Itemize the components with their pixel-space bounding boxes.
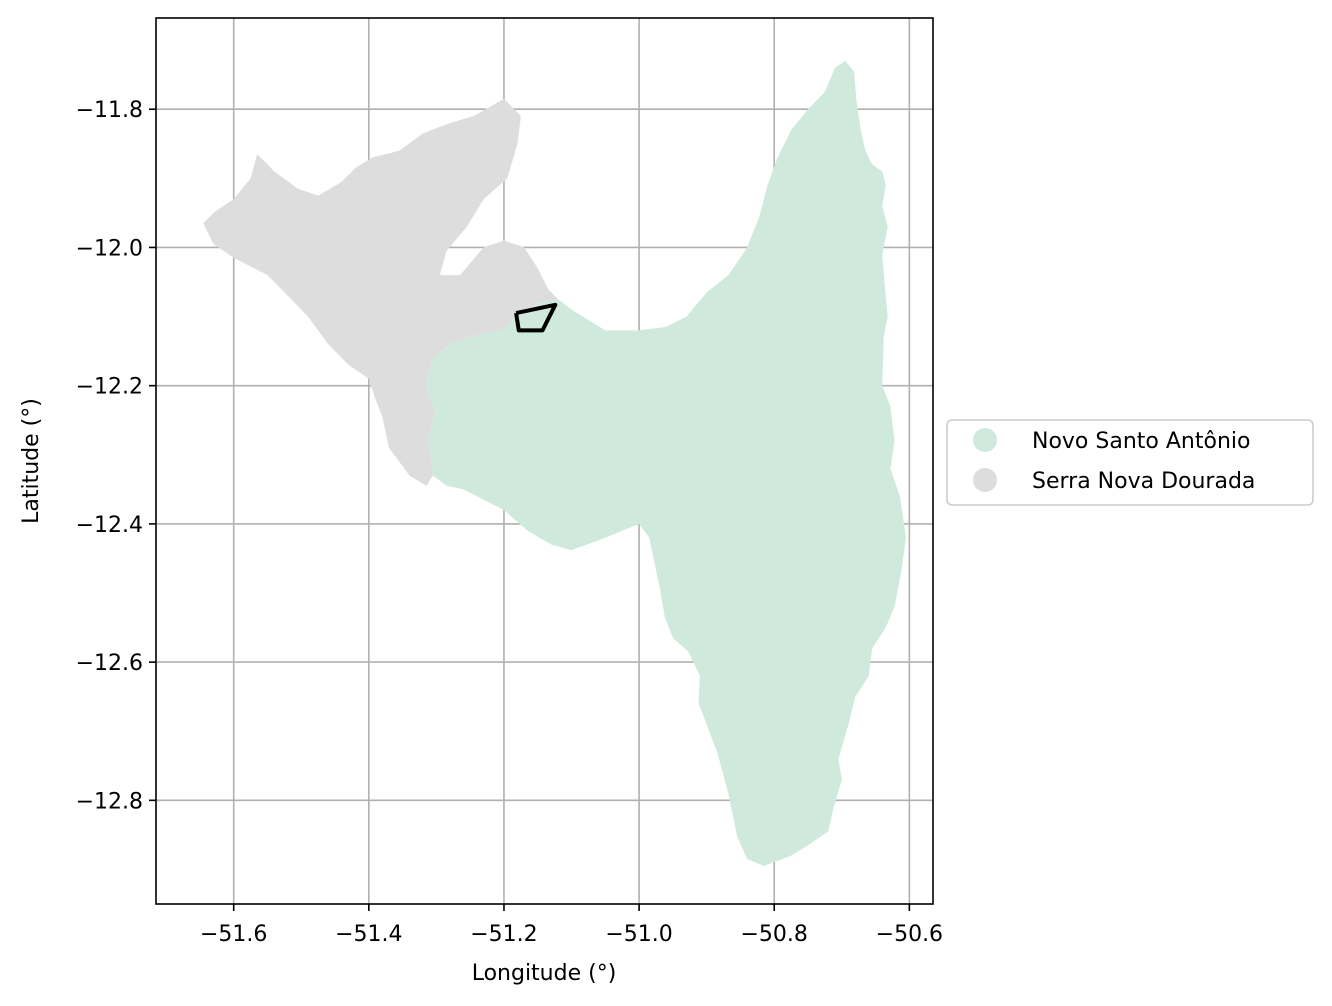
legend-marker-novo-santo-antonio: [973, 428, 997, 452]
x-tick-label: −51.6: [200, 922, 267, 947]
region-serra-nova-dourada: [203, 98, 559, 486]
legend-frame: [946, 419, 1314, 506]
y-tick-label: −12.6: [76, 651, 143, 676]
x-tick-label: −51.0: [605, 922, 672, 947]
y-axis-ticks: −11.8 −12.0 −12.2 −12.4 −12.6 −12.8: [76, 98, 156, 814]
map-regions: [203, 60, 906, 867]
region-novo-santo-antonio: [426, 60, 906, 867]
y-tick-label: −12.8: [76, 789, 143, 814]
x-tick-label: −51.2: [470, 922, 537, 947]
x-axis-ticks: −51.6 −51.4 −51.2 −51.0 −50.8 −50.6: [200, 904, 943, 947]
plot-area: −51.6 −51.4 −51.2 −51.0 −50.8 −50.6 −11.8 −12.…: [76, 17, 943, 947]
legend-label-serra-nova-dourada: Serra Nova Dourada: [1032, 469, 1255, 494]
plot-frame: [155, 17, 934, 905]
y-axis-title: Latitude (°): [19, 398, 44, 524]
y-tick-label: −12.2: [76, 375, 143, 400]
x-axis-title: Longitude (°): [472, 961, 617, 986]
legend: Novo Santo Antônio Serra Nova Dourada: [946, 419, 1314, 506]
legend-label-novo-santo-antonio: Novo Santo Antônio: [1032, 429, 1250, 454]
highlight-outline: [514, 302, 558, 333]
y-tick-label: −12.4: [76, 513, 143, 538]
x-tick-label: −50.6: [876, 922, 943, 947]
x-tick-label: −51.4: [335, 922, 402, 947]
legend-marker-serra-nova-dourada: [973, 468, 997, 492]
y-tick-label: −12.0: [76, 236, 143, 261]
y-tick-label: −11.8: [76, 98, 143, 123]
x-tick-label: −50.8: [741, 922, 808, 947]
